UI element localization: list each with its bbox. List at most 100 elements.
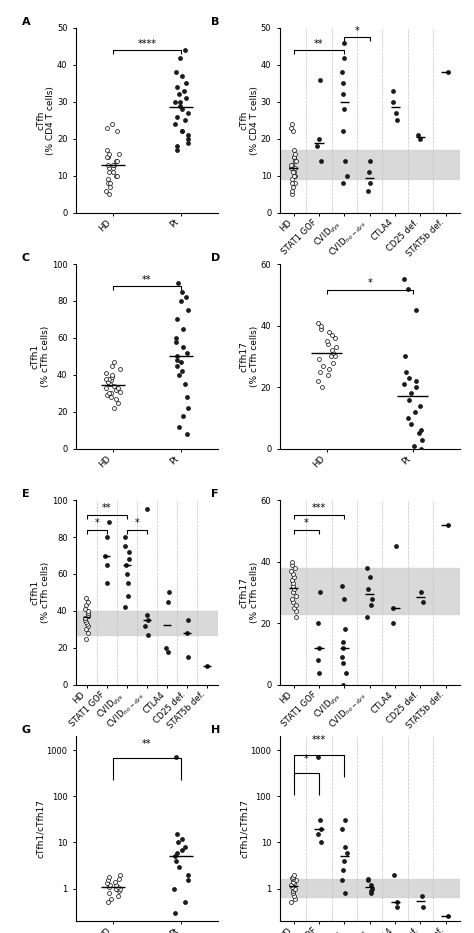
Point [288,183,295,198]
Point [287,564,295,578]
Point [319,358,327,373]
Point [328,327,336,342]
Point [84,606,91,620]
Point [367,884,375,898]
Point [292,609,300,624]
Point [173,143,181,158]
Point [367,597,375,612]
Point [173,854,180,869]
Text: H: H [211,725,220,735]
Point [401,349,409,364]
Point [182,895,189,910]
Text: *: * [135,518,139,528]
Point [178,68,185,83]
Point [181,43,188,58]
Bar [280,879,460,898]
Point [367,877,374,892]
Point [84,619,92,634]
Point [340,50,348,65]
Point [105,515,112,530]
Point [419,594,427,609]
Bar [76,611,218,635]
Point [414,128,422,143]
Point [106,870,113,884]
Point [114,124,121,139]
Point [412,373,420,388]
Point [288,870,296,885]
Point [289,884,297,898]
Point [316,72,323,87]
Point [419,899,427,914]
Y-axis label: cTfh
(% CD4 T cells): cTfh (% CD4 T cells) [240,86,259,155]
Point [292,588,300,603]
Point [325,368,332,383]
Point [319,380,326,395]
Point [392,105,400,120]
Point [176,87,183,102]
Point [183,426,191,441]
Point [288,175,296,190]
Point [314,315,322,330]
Point [107,877,114,892]
Point [125,544,133,559]
Point [112,877,120,892]
Point [389,94,397,109]
Point [107,373,115,388]
Point [291,891,299,906]
Point [173,353,181,368]
Point [287,120,295,135]
Point [81,611,89,626]
Text: E: E [22,489,29,499]
Point [84,594,91,609]
Point [325,361,333,376]
Point [411,404,419,419]
Point [341,840,349,855]
Point [110,158,118,173]
Point [124,589,131,604]
Text: *: * [367,278,372,288]
Point [418,432,426,447]
Point [105,375,112,390]
Point [367,885,374,900]
Point [338,649,346,664]
Point [393,895,401,910]
Point [292,604,300,619]
Point [107,377,114,392]
Point [418,441,425,456]
Point [182,840,189,855]
Point [82,622,90,637]
Point [315,665,323,680]
Point [116,884,123,898]
Point [327,349,334,364]
Point [164,644,172,659]
Point [329,355,337,370]
Point [291,154,299,169]
Point [325,325,332,340]
Point [316,813,323,828]
Point [340,634,347,649]
Point [289,172,296,187]
Point [108,891,115,906]
Point [82,615,90,630]
Point [103,576,110,591]
Point [107,390,114,405]
Point [175,859,182,874]
Point [105,187,113,202]
Point [317,154,325,169]
Point [417,585,424,600]
Point [182,76,190,91]
Point [339,677,347,692]
Point [291,146,298,161]
Point [178,102,185,117]
Point [110,379,118,394]
Point [290,881,298,896]
Point [174,835,182,850]
Point [340,76,347,91]
Point [180,408,187,423]
Point [365,871,372,886]
Point [84,626,92,641]
Point [369,592,376,606]
Point [289,124,297,139]
Point [317,321,324,336]
Point [290,164,298,179]
